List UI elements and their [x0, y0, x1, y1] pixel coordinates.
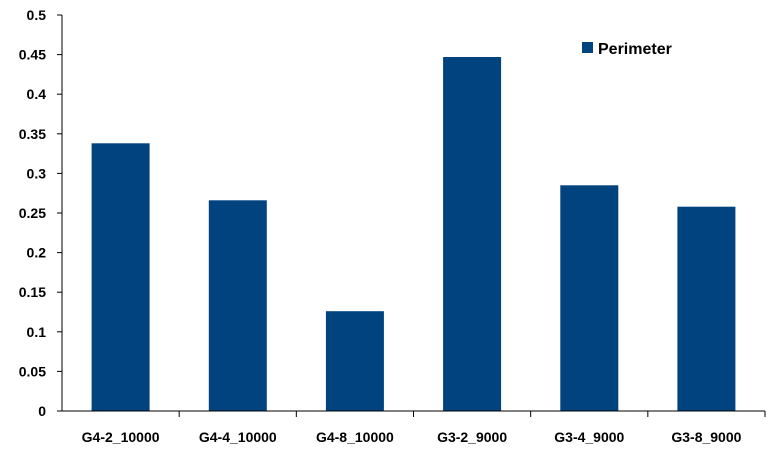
- y-tick-label: 0.2: [27, 245, 47, 261]
- legend-label: Perimeter: [598, 41, 672, 58]
- legend: Perimeter: [582, 41, 672, 58]
- y-tick-label: 0.5: [27, 7, 47, 23]
- x-tick-label: G4-8_10000: [316, 429, 394, 445]
- y-tick-label: 0.05: [19, 363, 46, 379]
- bar-series: [91, 57, 736, 412]
- bar-G4-2_10000: [91, 143, 150, 412]
- y-tick-label: 0.1: [27, 324, 47, 340]
- x-axis-ticks: G4-2_10000 G4-4_10000 G4-8_10000 G3-2_9000 G…: [82, 411, 766, 445]
- y-tick-label: 0.25: [19, 205, 46, 221]
- bar-G3-4_9000: [560, 185, 619, 411]
- x-tick-label: G3-4_9000: [554, 429, 624, 445]
- bar-G3-2_9000: [443, 57, 502, 411]
- x-tick-label: G3-8_9000: [671, 429, 741, 445]
- bar-G3-8_9000: [677, 206, 736, 411]
- bar-G4-8_10000: [325, 311, 384, 411]
- y-axis-ticks: 0 0.05 0.1 0.15 0.2 0.25 0.3 0.35 0.4 0.45 0.5: [19, 7, 62, 419]
- y-tick-label: 0.4: [27, 86, 47, 102]
- x-tick-label: G4-2_10000: [82, 429, 160, 445]
- y-tick-label: 0.3: [27, 165, 47, 181]
- y-tick-label: 0: [38, 403, 46, 419]
- y-tick-label: 0.45: [19, 47, 46, 63]
- legend-swatch: [582, 42, 593, 53]
- x-tick-label: G3-2_9000: [437, 429, 507, 445]
- y-tick-label: 0.35: [19, 126, 46, 142]
- y-tick-label: 0.15: [19, 284, 46, 300]
- bar-G4-4_10000: [208, 200, 267, 411]
- x-tick-label: G4-4_10000: [199, 429, 277, 445]
